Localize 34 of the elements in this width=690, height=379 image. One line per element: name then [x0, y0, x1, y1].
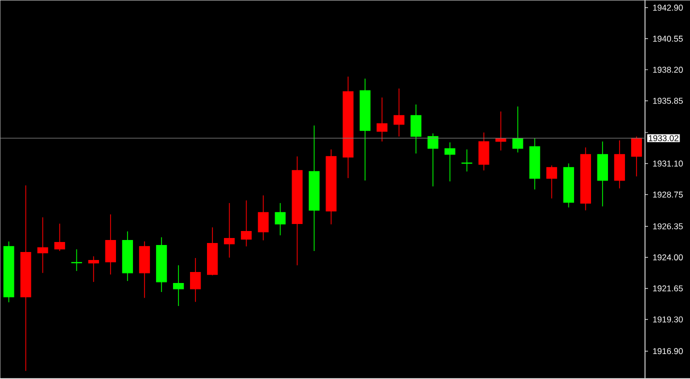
candlestick [428, 133, 438, 187]
y-tick-label: 1916.90 [653, 348, 683, 354]
candlestick [71, 249, 82, 272]
candlestick [190, 258, 201, 302]
y-tick-label: 1926.35 [653, 224, 683, 230]
y-tick-label: 1940.55 [653, 36, 683, 42]
candlestick [88, 256, 100, 283]
candlestick [258, 195, 269, 241]
y-tick-label: 1938.20 [653, 66, 683, 73]
candlestick [54, 223, 66, 252]
candlestick [37, 217, 48, 274]
y-tick-label: 1921.65 [653, 286, 683, 292]
y-tick-label: 1942.90 [653, 4, 683, 11]
y-tick-label: 1924.00 [653, 254, 683, 261]
candlestick [478, 132, 490, 172]
candlestick [173, 265, 184, 307]
candlestick [495, 111, 506, 152]
candlestick [224, 202, 235, 258]
candlestick [410, 104, 422, 154]
y-tick-label: 1928.75 [653, 192, 683, 198]
ref-line-label: 1933.02 [648, 135, 678, 142]
candlestick [546, 165, 558, 200]
candlestick [461, 149, 472, 172]
candlestick [105, 214, 116, 276]
candlestick [512, 106, 524, 154]
y-tick-label: 1931.10 [653, 160, 683, 167]
y-tick-label: 1919.30 [653, 316, 683, 323]
candlestick [274, 202, 286, 236]
candlestick [394, 88, 404, 138]
candlestick [631, 136, 642, 177]
y-tick-label: 1935.85 [653, 98, 683, 104]
candlestick [240, 200, 252, 247]
candlestick [444, 142, 456, 182]
candlestick [376, 97, 388, 142]
